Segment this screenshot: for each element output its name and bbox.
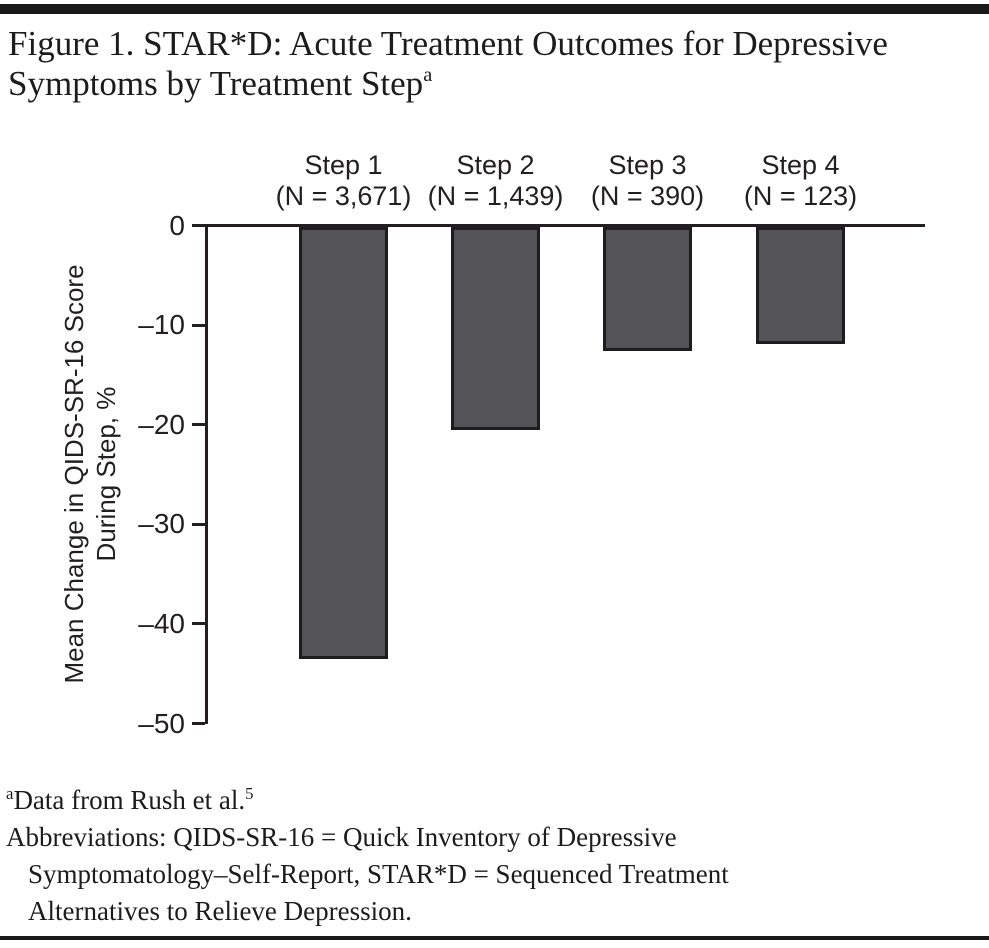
abbreviations-line1: Abbreviations: QIDS-SR-16 = Quick Invent… [6, 822, 677, 852]
bar-step-4 [756, 227, 845, 344]
y-tick-label: –30 [138, 508, 185, 540]
column-header-n-label: (N = 3,671) [275, 181, 412, 211]
column-header-step-label: Step 4 [761, 150, 840, 180]
footnote-data-source: aData from Rush et al.5 [6, 782, 981, 819]
x-axis-line [205, 224, 925, 227]
column-header-step-4: Step 4 (N = 123) [744, 150, 857, 212]
bar-chart: Mean Change in QIDS-SR-16 Score During St… [58, 150, 925, 739]
y-tick [192, 423, 205, 427]
footnote-source-text: Data from Rush et al. [13, 785, 246, 815]
y-tick-label: 0 [169, 209, 185, 241]
column-header-step-label: Step 2 [456, 150, 535, 180]
footnote-abbreviations: Abbreviations: QIDS-SR-16 = Quick Invent… [6, 819, 981, 930]
y-axis-label-line1: Mean Change in QIDS-SR-16 Score [59, 264, 89, 684]
column-header-n-label: (N = 123) [743, 181, 858, 211]
y-tick-label: –20 [138, 408, 185, 440]
y-tick [192, 622, 205, 626]
footnote-marker-a: a [6, 784, 14, 803]
y-axis-label: Mean Change in QIDS-SR-16 Score During St… [58, 264, 122, 683]
y-tick-label: –50 [138, 707, 185, 739]
column-header-step-2: Step 2 (N = 1,439) [428, 150, 564, 212]
column-header-n-label: (N = 1,439) [427, 181, 564, 211]
y-tick [192, 224, 205, 227]
figure-title-line2: Symptoms by Treatment Step [8, 64, 424, 103]
figure-title: Figure 1. STAR*D: Acute Treatment Outcom… [8, 24, 978, 104]
footnotes: aData from Rush et al.5 Abbreviations: Q… [6, 782, 981, 930]
bar-step-1 [299, 227, 388, 659]
y-tick [192, 722, 205, 725]
y-tick-label: –40 [138, 607, 185, 639]
figure-title-line1: Figure 1. STAR*D: Acute Treatment Outcom… [8, 24, 888, 63]
y-tick [192, 522, 205, 526]
y-tick [192, 323, 205, 327]
column-header-step-1: Step 1 (N = 3,671) [276, 150, 412, 212]
abbreviations-line2: Symptomatology–Self-Report, STAR*D = Seq… [28, 859, 729, 889]
column-header-step-label: Step 1 [304, 150, 383, 180]
bar-step-2 [451, 227, 540, 430]
footnote-reference-number: 5 [245, 784, 254, 803]
column-header-step-label: Step 3 [608, 150, 687, 180]
y-tick-label: –10 [138, 309, 185, 341]
abbreviations-line3: Alternatives to Relieve Depression. [28, 896, 412, 926]
bottom-rule [0, 936, 989, 940]
top-rule [0, 4, 989, 14]
bar-step-3 [603, 227, 692, 351]
y-axis-line [205, 224, 208, 724]
figure-title-footnote-marker: a [423, 64, 433, 86]
column-header-step-3: Step 3 (N = 390) [591, 150, 704, 212]
column-header-n-label: (N = 390) [590, 181, 705, 211]
